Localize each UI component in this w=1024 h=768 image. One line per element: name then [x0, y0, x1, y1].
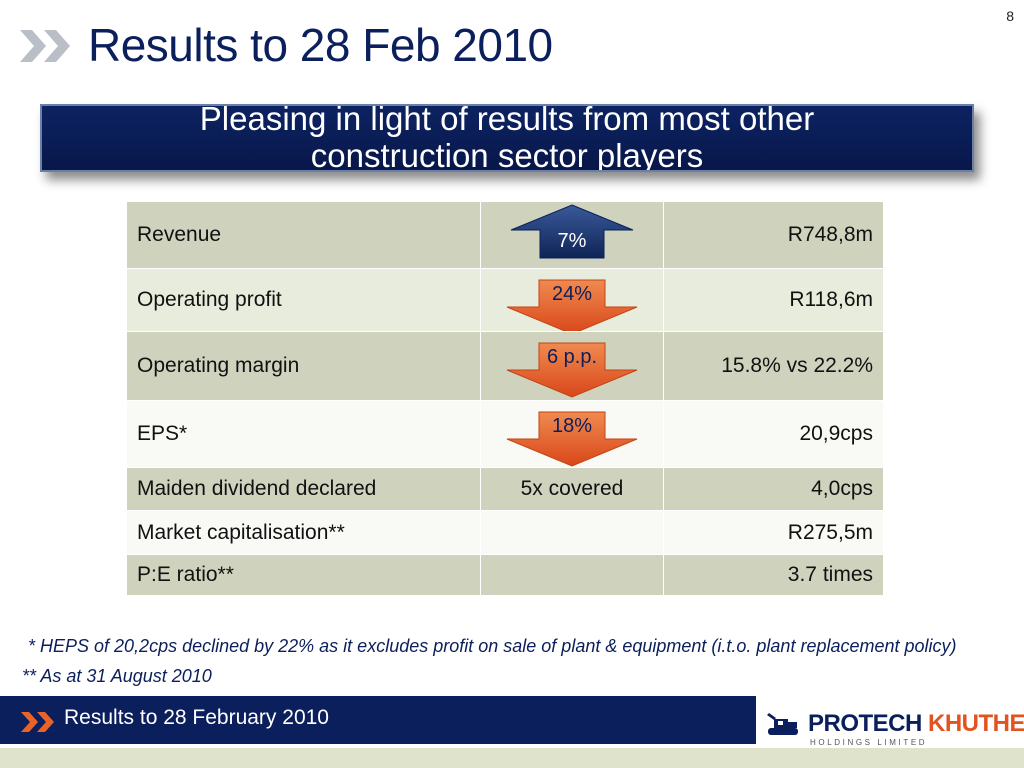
table-row: P:E ratio** 3.7 times [126, 554, 884, 596]
logo-name-part1: PROTECH [808, 710, 922, 737]
logo-name-part2: KHUTHELE [928, 710, 1024, 737]
change-label: 24% [551, 283, 593, 305]
row-label: P:E ratio** [126, 554, 481, 596]
excavator-logo-icon [767, 713, 798, 735]
table-row: Maiden dividend declared 5x covered 4,0c… [126, 467, 884, 511]
change-label: 18% [551, 415, 593, 437]
change-label: 6 p.p. [546, 346, 598, 368]
table-row: Operating profit 24% R118,6m [126, 268, 884, 332]
page-number: 8 [1006, 8, 1014, 24]
row-label: EPS* [126, 400, 481, 468]
table-row: Operating margin 6 p.p. 15.8% vs 22.2% [126, 331, 884, 401]
row-label: Maiden dividend declared [126, 467, 481, 511]
footer-band [0, 748, 1024, 768]
row-value: R748,8m [663, 201, 884, 269]
row-value: 20,9cps [663, 400, 884, 468]
company-logo: PROTECH KHUTHELE HOLDINGS LIMITED [766, 708, 1024, 748]
row-value: R275,5m [663, 510, 884, 555]
table-row: Market capitalisation** R275,5m [126, 510, 884, 555]
row-value: 4,0cps [663, 467, 884, 511]
logo-subtitle: HOLDINGS LIMITED [810, 738, 928, 747]
change-cell: 6 p.p. [480, 331, 664, 401]
change-label: 7% [557, 230, 587, 252]
row-label: Market capitalisation** [126, 510, 481, 555]
change-cell [480, 510, 664, 555]
arrow-down-icon: 6 p.p. [505, 342, 639, 398]
row-value: 3.7 times [663, 554, 884, 596]
headline-banner: Pleasing in light of results from most o… [40, 104, 974, 172]
double-chevron-right-icon [21, 712, 54, 732]
change-cell: 18% [480, 400, 664, 468]
footnote-date: ** As at 31 August 2010 [22, 666, 212, 686]
table-row: EPS* 18% 20,9cps [126, 400, 884, 468]
row-label: Revenue [126, 201, 481, 269]
arrow-down-icon: 18% [505, 411, 639, 467]
change-cell [480, 554, 664, 596]
banner-line-1: Pleasing in light of results from most o… [199, 104, 815, 137]
page-title: Results to 28 Feb 2010 [88, 19, 553, 71]
arrow-up-icon: 7% [509, 204, 635, 260]
row-value: R118,6m [663, 268, 884, 332]
row-label: Operating margin [126, 331, 481, 401]
change-cell: 24% [480, 268, 664, 332]
banner-line-2: construction sector players [310, 137, 704, 172]
results-table: Revenue 7% R748,8m Operating profit 24% [126, 201, 884, 596]
arrow-down-icon: 24% [505, 279, 639, 331]
table-row: Revenue 7% R748,8m [126, 201, 884, 269]
change-cell: 5x covered [480, 467, 664, 511]
footer-title: Results to 28 February 2010 [64, 706, 329, 729]
footnote-heps: * HEPS of 20,2cps declined by 22% as it … [28, 636, 957, 656]
footer-bar: Results to 28 February 2010 [0, 696, 756, 744]
logo-wordmark: PROTECH KHUTHELE [808, 710, 1024, 738]
change-cell: 7% [480, 201, 664, 269]
row-label: Operating profit [126, 268, 481, 332]
double-chevron-right-icon [20, 30, 70, 62]
row-value: 15.8% vs 22.2% [663, 331, 884, 401]
